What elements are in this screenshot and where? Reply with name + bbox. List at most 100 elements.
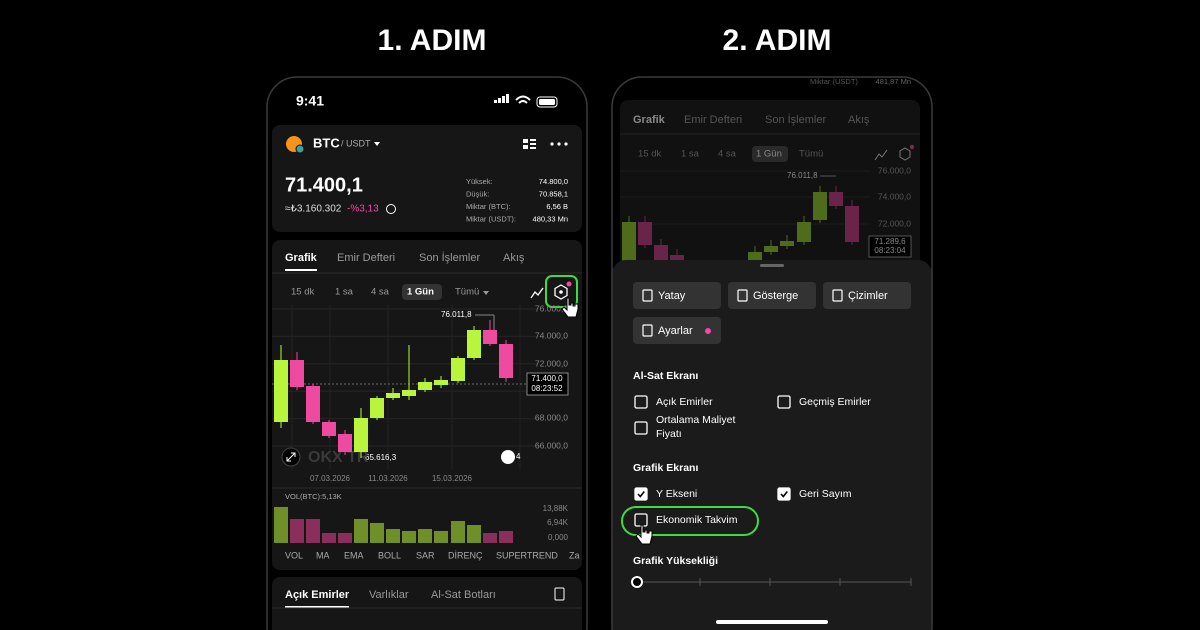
dropdown xyxy=(483,291,489,295)
timeframe: 4 sa xyxy=(371,287,390,298)
checkbox[interactable] xyxy=(777,487,791,501)
tab: Emir Defteri xyxy=(684,114,742,126)
bottom-tab: Varlıklar xyxy=(369,589,409,601)
stat-value: 70.858,1 xyxy=(539,189,568,198)
tab: Grafik xyxy=(633,114,666,126)
button[interactable] xyxy=(823,282,911,309)
candle-body xyxy=(306,386,320,422)
volume-bar xyxy=(386,529,400,543)
info-icon xyxy=(386,204,396,214)
button-icon xyxy=(642,289,653,302)
section-title: Al-Sat Ekranı xyxy=(633,370,698,382)
option-label: Ekonomik Takvim xyxy=(656,514,738,526)
checkbox[interactable] xyxy=(634,421,648,435)
volume-bar xyxy=(418,529,432,543)
wifi-icon xyxy=(515,95,531,104)
candle-body xyxy=(322,422,336,436)
highlight-pill xyxy=(621,506,759,536)
alert-dot xyxy=(909,144,915,150)
checkbox[interactable] xyxy=(777,395,791,409)
timeframe: 1 Gün xyxy=(407,287,434,298)
hand-cursor xyxy=(561,297,579,318)
stat-value: 481,87 Mn xyxy=(876,77,911,86)
orders-card xyxy=(272,577,582,630)
button[interactable] xyxy=(728,282,816,309)
section-title: Grafik Ekranı xyxy=(633,462,698,474)
button-icon xyxy=(737,289,748,302)
indicator-icon xyxy=(530,287,544,299)
phone-2: Miktar (USDT) 481,87 Mn Grafik Emir Defteri… xyxy=(612,77,932,630)
stat-label: Miktar (BTC): xyxy=(466,202,511,211)
high-label: 76.011,8 xyxy=(787,171,818,180)
candle-body xyxy=(451,358,465,381)
phone-frame xyxy=(266,76,588,630)
button-label: Çizimler xyxy=(848,290,888,302)
tab: Emir Defteri xyxy=(337,252,395,264)
timeframe: 15 dk xyxy=(291,287,314,298)
checkbox[interactable] xyxy=(634,395,648,409)
y-axis-label: 76.000,0 xyxy=(878,165,911,175)
candle-body xyxy=(386,393,400,398)
option-label: Y Ekseni xyxy=(656,488,697,500)
more-dot xyxy=(550,142,554,146)
button-label: Yatay xyxy=(658,290,686,302)
stat-value: 74.800,0 xyxy=(539,177,568,186)
candle-body xyxy=(338,434,352,452)
option-label: Ortalama Maliyet Fiyatı xyxy=(656,414,735,440)
indicator-icon xyxy=(874,149,888,161)
checkbox[interactable] xyxy=(634,487,648,501)
candle-body xyxy=(354,418,368,452)
y-axis-label: 72.000,0 xyxy=(535,358,568,368)
volume-bar xyxy=(451,521,465,543)
tab: Akış xyxy=(848,114,870,126)
timeframe-pill xyxy=(752,146,788,162)
timeframe: 4 sa xyxy=(718,149,737,160)
candle-body xyxy=(622,222,636,262)
price-box xyxy=(868,235,912,258)
settings-icon xyxy=(554,284,568,300)
fiat-value: ≈₺3.160.302 xyxy=(285,204,342,215)
button[interactable] xyxy=(633,317,721,344)
candle-body xyxy=(780,241,794,246)
stat-label: Yüksek: xyxy=(466,177,493,186)
candle-body xyxy=(370,398,384,418)
section-title: Grafik Yüksekliği xyxy=(633,555,718,567)
timeframe: 15 dk xyxy=(638,149,661,160)
signal-bar xyxy=(506,94,509,103)
candle-body xyxy=(829,192,843,206)
low-label: 65.616,3 xyxy=(365,453,397,462)
tab-underline xyxy=(285,269,317,271)
stat-label: Miktar (USDT) xyxy=(810,77,858,86)
candle-body xyxy=(813,192,827,220)
indicator: BOLL xyxy=(378,550,401,560)
candle-body xyxy=(290,360,304,387)
indicator: SAR xyxy=(416,550,435,560)
indicator: EMA xyxy=(344,550,364,560)
volume-bar xyxy=(499,531,513,543)
tab: Grafik xyxy=(285,252,318,264)
stat-label: Miktar (USDT): xyxy=(466,214,516,223)
indicator: DİRENÇ xyxy=(448,550,483,560)
tab-underline xyxy=(285,606,349,608)
button[interactable] xyxy=(633,282,721,309)
last-price: 71.400,0 xyxy=(531,374,563,383)
candle-body xyxy=(764,246,778,252)
volume-bar xyxy=(483,533,497,543)
price: 71.400,1 xyxy=(285,174,363,196)
layers-btn xyxy=(501,450,515,464)
alert-dot xyxy=(705,328,711,334)
slider-knob[interactable] xyxy=(631,576,643,588)
more-dot xyxy=(557,142,561,146)
volume-bar xyxy=(434,531,448,543)
candle-body xyxy=(845,206,859,242)
volume-bar xyxy=(467,525,481,543)
candle-body xyxy=(797,222,811,242)
history-icon xyxy=(554,587,565,601)
highlight-box xyxy=(545,275,578,308)
checkmark xyxy=(780,491,788,498)
checkmark xyxy=(637,491,645,498)
high-label: 76.011,8 xyxy=(441,310,472,319)
candle-body xyxy=(483,330,497,344)
